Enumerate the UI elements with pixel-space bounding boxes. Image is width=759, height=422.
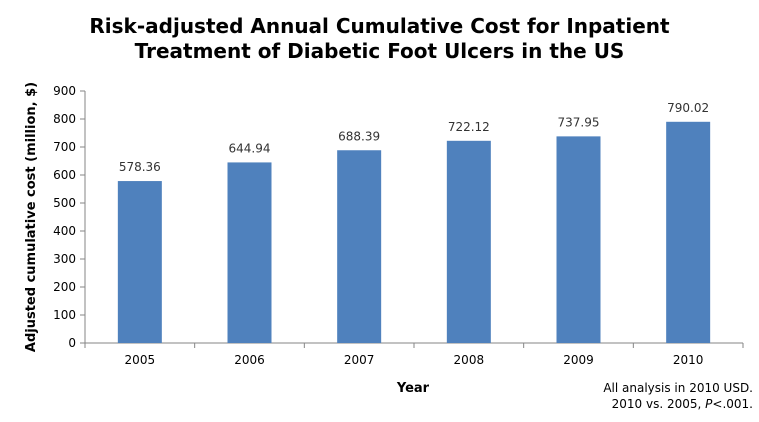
footnote-p-symbol: P [705,397,713,411]
data-label: 644.94 [229,141,271,155]
bar-2009 [556,136,601,343]
y-axis: 0 100 200 300 400 500 600 700 800 900 [53,84,86,350]
x-tick-label: 2007 [344,353,375,367]
y-tick-label: 600 [53,168,76,182]
x-axis: 2005 2006 2007 2008 2009 2010 [84,342,744,367]
y-tick-label: 0 [68,336,76,350]
footnote-line-2-suffix: <.001. [712,397,753,411]
x-axis-label: Year [396,381,430,396]
y-tick-label: 800 [53,112,76,126]
bar-2005 [117,181,162,343]
y-tick-label: 300 [53,252,76,266]
x-tick-label: 2010 [673,353,704,367]
x-tick-label: 2008 [454,353,485,367]
x-tick-label: 2006 [234,353,265,367]
chart-title-line-2: Treatment of Diabetic Foot Ulcers in the… [134,39,625,63]
data-label: 688.39 [338,129,380,143]
y-tick-label: 400 [53,224,76,238]
y-axis-label: Adjusted cumulative cost (million, $) [24,82,39,352]
y-tick-label: 500 [53,196,76,210]
footnote-line-2: 2010 vs. 2005, P<.001. [603,396,753,412]
footnote-line-2-prefix: 2010 vs. 2005, [611,397,706,411]
bars [117,121,711,343]
y-tick-label: 900 [53,84,76,98]
footnote: All analysis in 2010 USD. 2010 vs. 2005,… [603,380,753,412]
y-tick-label: 100 [53,308,76,322]
bar-2007 [337,150,382,343]
data-label: 578.36 [119,160,161,174]
y-tick-label: 700 [53,140,76,154]
chart-title-line-1: Risk-adjusted Annual Cumulative Cost for… [89,14,670,38]
y-tick-label: 200 [53,280,76,294]
x-tick-label: 2005 [125,353,156,367]
bar-2006 [227,162,272,343]
footnote-line-1: All analysis in 2010 USD. [603,381,753,395]
bar-2008 [446,140,491,343]
data-label: 722.12 [448,120,490,134]
data-label: 790.02 [667,101,709,115]
bar-2010 [666,121,711,343]
data-labels: 578.36 644.94 688.39 722.12 737.95 790.02 [119,101,709,174]
data-label: 737.95 [558,115,600,129]
chart-title: Risk-adjusted Annual Cumulative Cost for… [0,14,759,64]
x-tick-label: 2009 [563,353,594,367]
